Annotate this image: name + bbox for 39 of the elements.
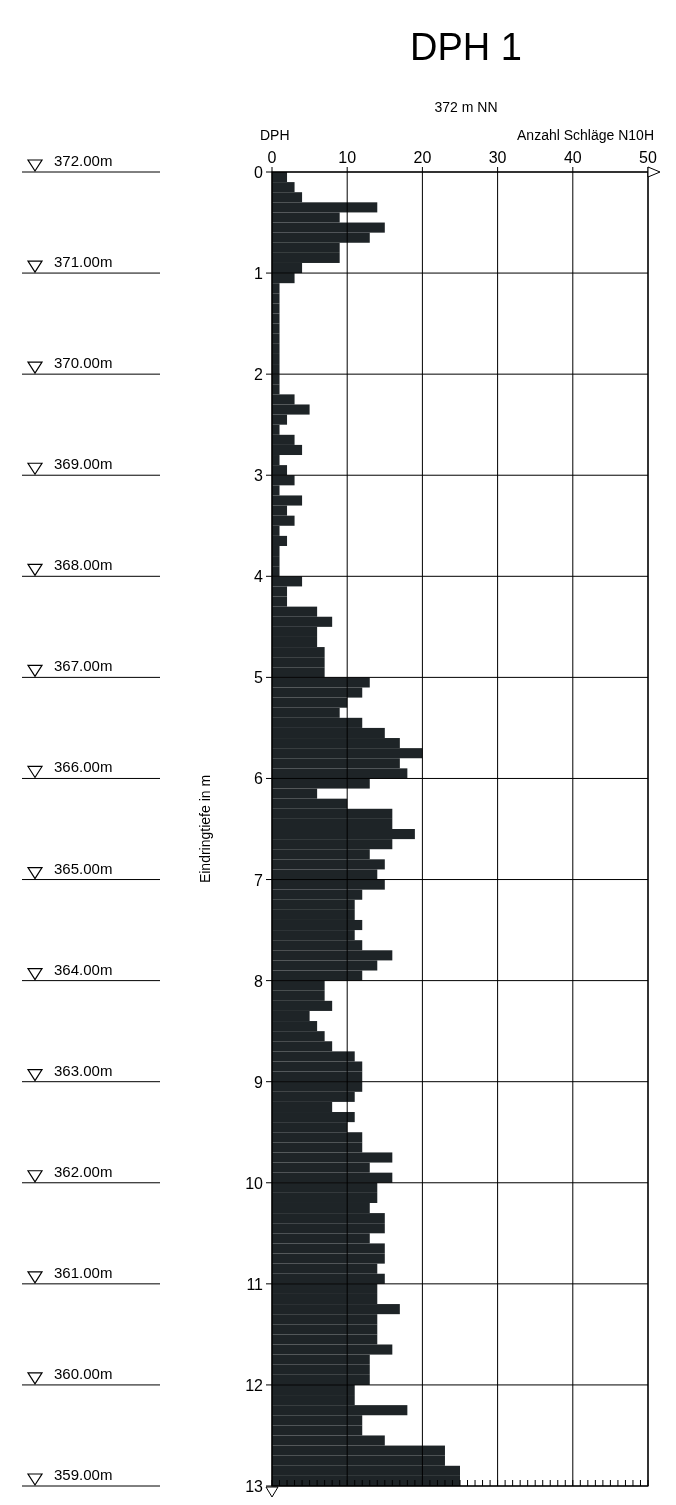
y-tick-label: 1 <box>254 265 264 283</box>
y2-tick-label: 365.00m <box>54 859 113 877</box>
y2-tick-label: 368.00m <box>54 556 113 574</box>
y-tick-label: 5 <box>254 669 264 687</box>
x2-tick-label: 50 <box>639 149 657 166</box>
y-tick-label: 11 <box>246 1275 264 1293</box>
y2-tick-label: 361.00m <box>54 1263 113 1281</box>
y-axis-title: Eindringtiefe in m <box>197 774 213 884</box>
y-tick-label: 10 <box>245 1174 264 1192</box>
y2-tick-label: 370.00m <box>54 354 113 372</box>
y2-tick-label: 366.00m <box>54 758 113 776</box>
x2-tick-label: 10 <box>338 149 357 166</box>
y2-tick-label: 371.00m <box>54 253 113 271</box>
y2-tick-label: 363.00m <box>54 1061 113 1079</box>
y-tick-label: 4 <box>254 568 264 586</box>
x2-tick-label: 40 <box>563 149 582 166</box>
y2-tick-label: 360.00m <box>54 1364 113 1382</box>
x2-tick-label: 20 <box>413 149 432 166</box>
chart-title: DPH 1 <box>410 26 522 68</box>
y2-tick-label: 362.00m <box>54 1162 113 1180</box>
y-tick-label: 3 <box>254 467 264 485</box>
y-tick-label: 13 <box>245 1478 264 1495</box>
y2-tick-label: 369.00m <box>54 455 113 473</box>
y-tick-label: 7 <box>254 871 264 889</box>
x2-axis-title: Anzahl Schläge N10H <box>517 127 654 143</box>
y-tick-label: 8 <box>254 972 264 990</box>
y-tick-label: 0 <box>254 164 264 181</box>
y-tick-label: 12 <box>245 1376 264 1394</box>
x2-tick-label: 0 <box>267 149 277 166</box>
y-tick-label: 2 <box>254 366 264 384</box>
y2-tick-label: 367.00m <box>54 657 113 675</box>
x2-tick-label: 30 <box>488 149 507 166</box>
y-tick-label: 6 <box>254 770 264 788</box>
y-tick-label: 9 <box>254 1073 264 1091</box>
y2-tick-label: 359.00m <box>54 1466 113 1483</box>
chart-subtitle: 372 m NN <box>434 99 498 115</box>
y2-tick-label: 364.00m <box>54 960 113 978</box>
text: DPH <box>260 127 290 143</box>
y2-tick-label: 372.00m <box>54 152 113 169</box>
